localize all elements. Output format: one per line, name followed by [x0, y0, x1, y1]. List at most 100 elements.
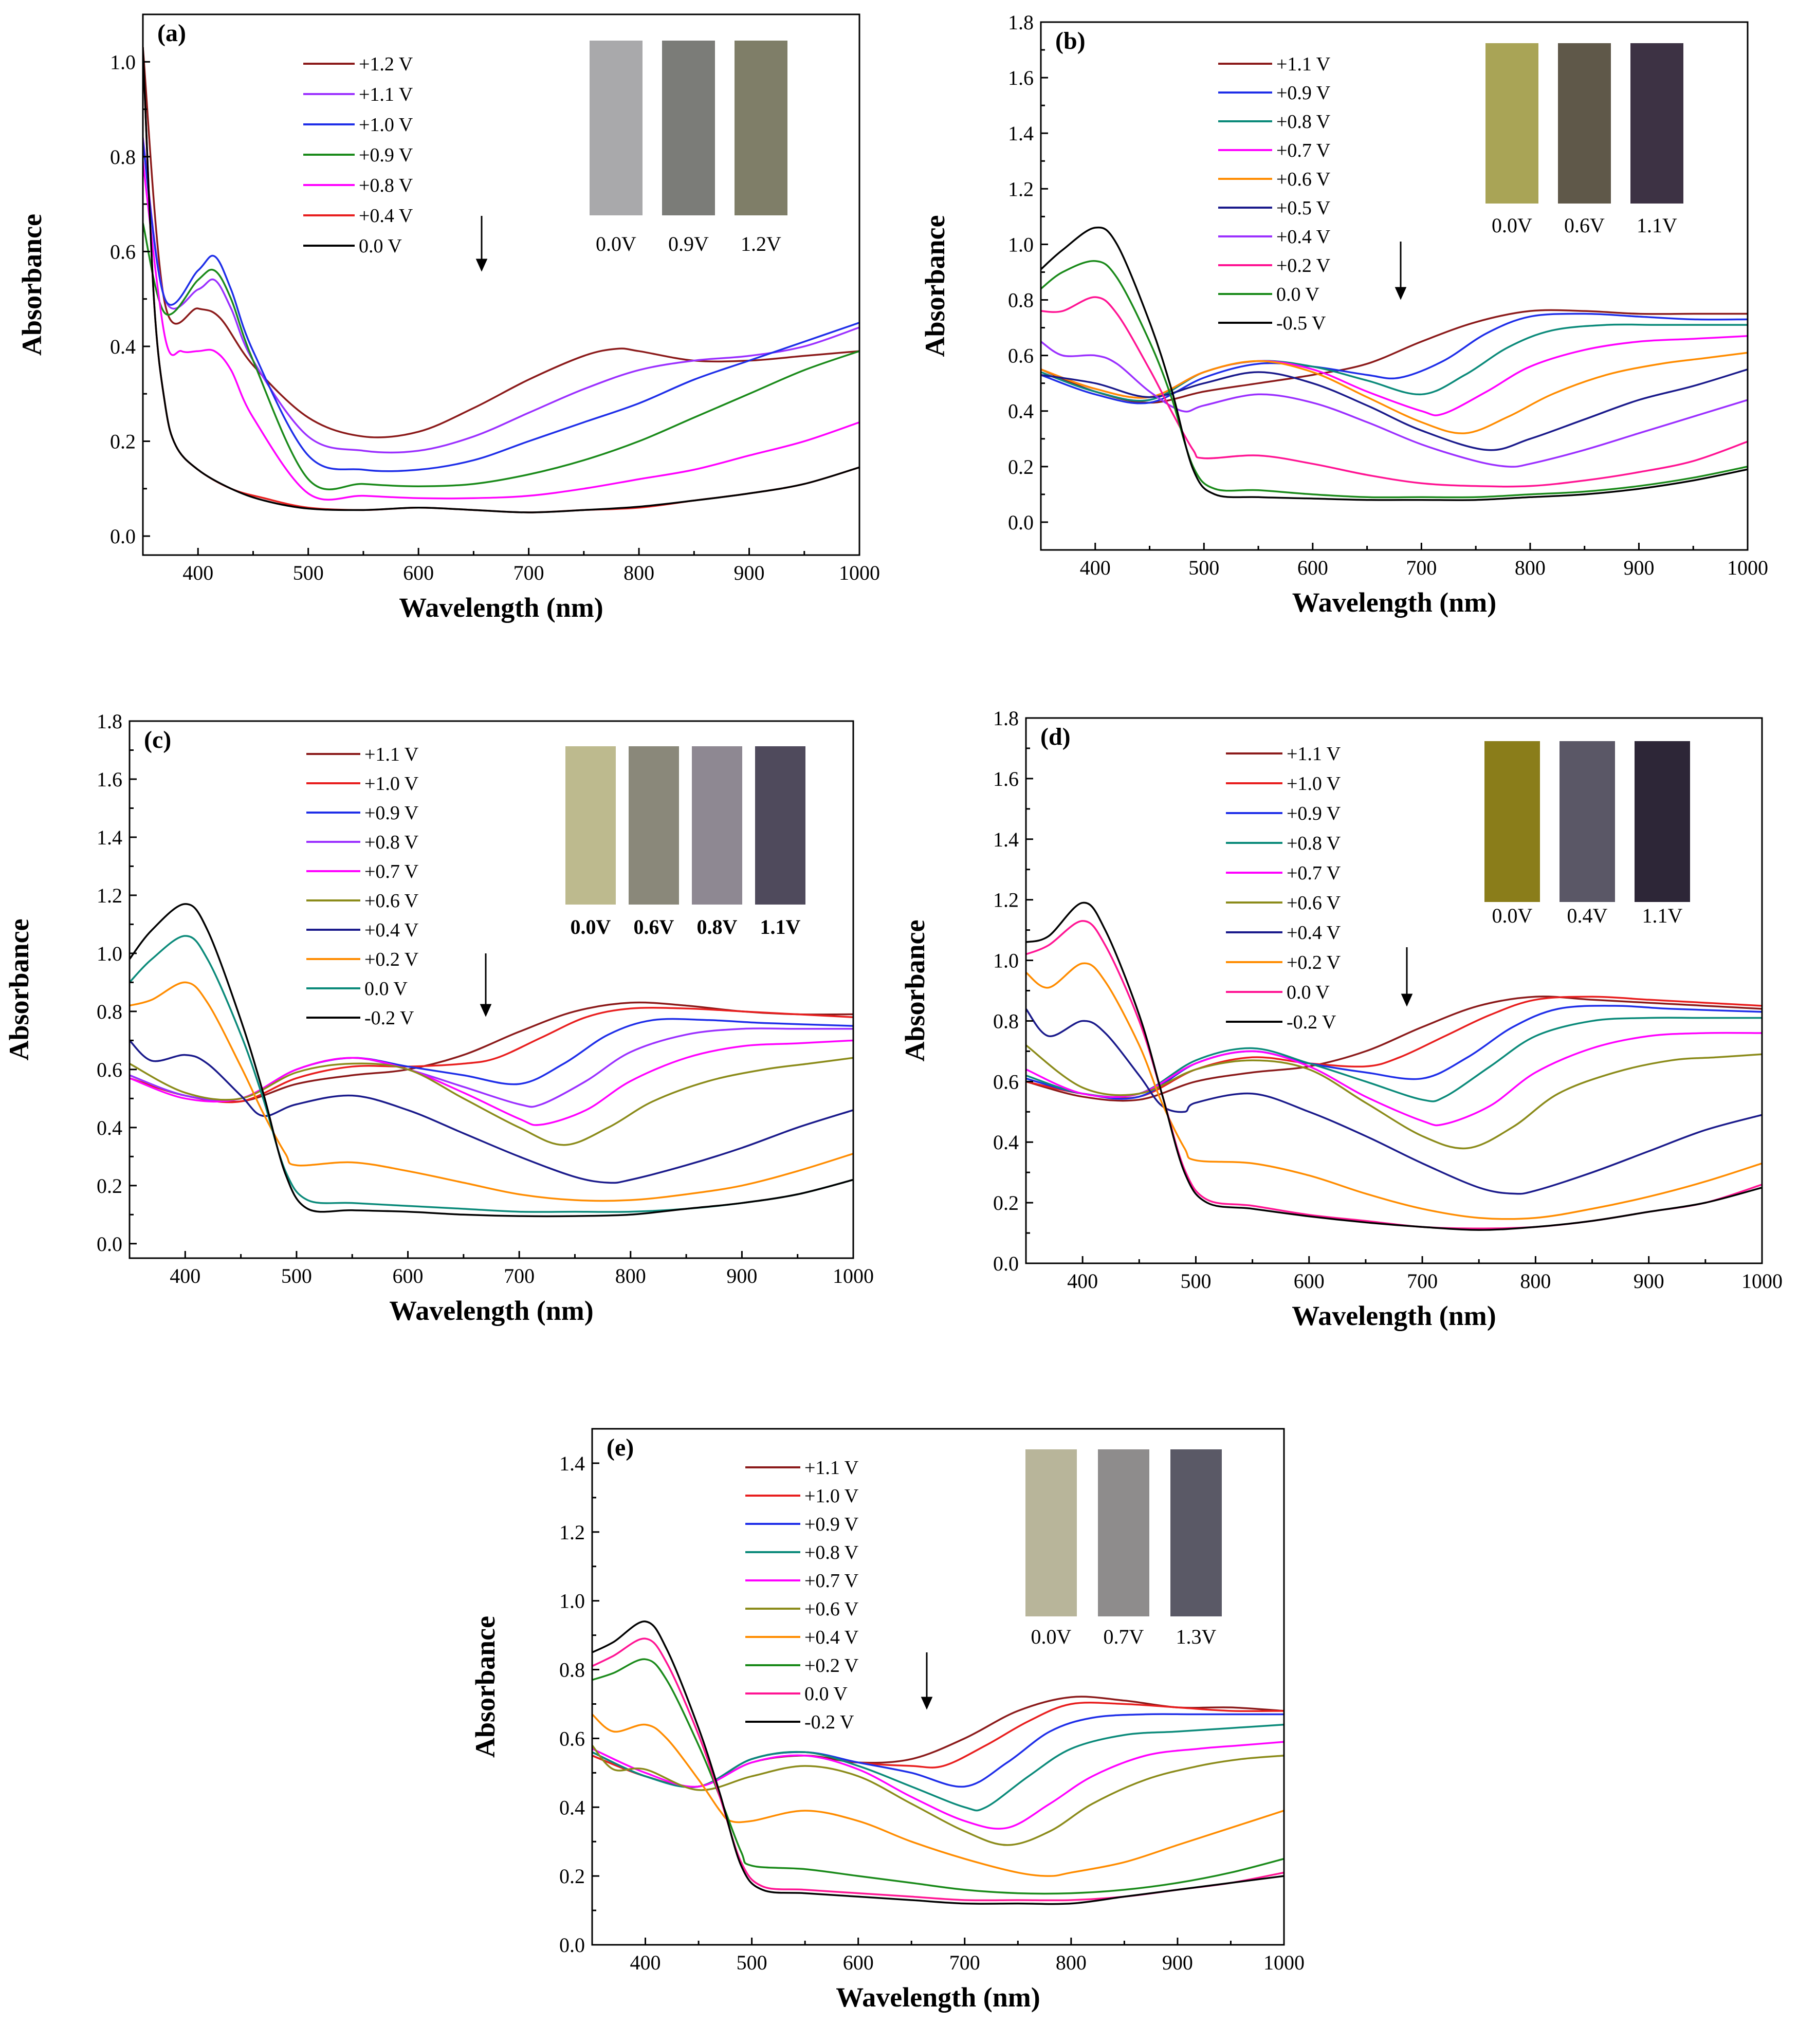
y-tick-label: 0.2: [1008, 455, 1034, 478]
y-tick-label: 1.2: [559, 1521, 585, 1544]
y-axis-title: Absorbance: [4, 918, 34, 1060]
film-swatches: 0.0V 0.9V 1.2V: [590, 41, 787, 255]
y-tick-label: 0.6: [1008, 344, 1034, 367]
legend-label-2: +1.0 V: [364, 773, 419, 795]
film-swatches: 0.0V 0.6V 1.1V: [1485, 43, 1683, 237]
down-arrow-head: [475, 259, 488, 272]
legend-label-8: +0.2 V: [804, 1655, 859, 1677]
x-axis-title: Wavelength (nm): [399, 592, 603, 623]
film-swatch-label-1: 0.0V: [1492, 904, 1533, 927]
y-tick-label: 0.6: [110, 240, 136, 263]
film-swatch-label-3: 1.1V: [1642, 904, 1683, 927]
series-line-3: [143, 141, 859, 472]
series-line-1: [1026, 996, 1762, 1102]
y-tick-label: 1.4: [993, 828, 1019, 851]
plot-frame: [142, 13, 860, 556]
series-line-7: [130, 1039, 853, 1184]
x-tick-label: 800: [615, 1264, 646, 1287]
series-line-7: [143, 46, 859, 513]
series-line-8: [1041, 296, 1748, 488]
y-tick-label: 0.0: [97, 1232, 122, 1256]
series-line-9: [1041, 260, 1748, 499]
x-tick-label: 700: [1407, 1269, 1438, 1293]
down-arrow-head: [1395, 287, 1407, 300]
series-line-7: [1041, 340, 1748, 468]
film-swatch-1: [1484, 741, 1540, 902]
x-tick-label: 900: [726, 1264, 757, 1287]
x-tick-label: 700: [949, 1951, 980, 1974]
x-tick-label: 400: [1067, 1269, 1098, 1293]
y-tick-label: 1.0: [97, 942, 122, 965]
y-tick-label: 0.4: [1008, 400, 1034, 423]
film-swatch-3: [692, 746, 742, 905]
film-swatch-1: [590, 41, 643, 215]
x-tick-label: 900: [1162, 1951, 1193, 1974]
y-tick-label: 0.8: [993, 1009, 1019, 1033]
x-axis-title: Wavelength (nm): [1292, 587, 1497, 618]
legend-label-8: +0.2 V: [1276, 255, 1331, 277]
film-swatch-label-1: 0.0V: [571, 915, 611, 938]
legend-label-1: +1.1 V: [1287, 743, 1341, 765]
legend-label-10: -0.2 V: [364, 1007, 414, 1029]
legend-label-4: +0.8 V: [1287, 833, 1341, 854]
series-line-2: [592, 1701, 1284, 1788]
legend-label-6: +0.4 V: [359, 205, 413, 227]
x-tick-label: 800: [1520, 1269, 1551, 1293]
chart-panel-4: 400 500 600 700 800 900 1000 0.0 0.2 0.4 0.6 0.8 1.0…: [900, 707, 1783, 1331]
x-tick-label: 900: [734, 561, 765, 584]
y-tick-label: 0.2: [97, 1174, 122, 1198]
panel-label: (e): [607, 1434, 634, 1461]
film-swatches: 0.0V 0.7V 1.3V: [1025, 1449, 1222, 1648]
x-tick-label: 400: [630, 1951, 661, 1974]
legend-label-5: +0.6 V: [1276, 169, 1331, 190]
legend-label-3: +0.9 V: [1287, 803, 1341, 824]
legend-label-8: +0.2 V: [1287, 952, 1341, 973]
x-tick-label: 800: [1056, 1951, 1087, 1974]
x-tick-label: 400: [170, 1264, 200, 1287]
film-swatch-label-1: 0.0V: [1492, 214, 1532, 237]
x-tick-label: 400: [1080, 556, 1111, 579]
chart-panel-1: 400 500 600 700 800 900 1000 0.0 0.2 0.4 0.6 0.8 1.0…: [16, 13, 880, 623]
film-swatch-4: [755, 746, 805, 905]
y-tick-label: 0.6: [97, 1058, 122, 1081]
legend-label-4: +0.8 V: [804, 1542, 859, 1563]
legend-label-3: +0.8 V: [1276, 111, 1331, 133]
film-swatch-3: [735, 41, 787, 215]
y-axis-title: Absorbance: [470, 1616, 501, 1758]
y-tick-label: 0.2: [110, 430, 136, 453]
series-line-1: [592, 1696, 1284, 1788]
legend-label-5: +0.7 V: [364, 861, 419, 882]
y-tick-label: 0.8: [110, 145, 136, 169]
legend-label-10: -0.2 V: [1287, 1011, 1336, 1033]
film-swatch-label-2: 0.7V: [1104, 1625, 1144, 1648]
x-tick-label: 1000: [839, 561, 880, 584]
legend-label-6: +0.6 V: [804, 1598, 859, 1620]
x-tick-label: 700: [1406, 556, 1437, 579]
x-tick-label: 1000: [1263, 1951, 1305, 1974]
film-swatch-label-1: 0.0V: [596, 232, 636, 255]
series-line-1: [1041, 309, 1748, 404]
legend-label-2: +0.9 V: [1276, 82, 1331, 104]
series-line-2: [130, 1006, 853, 1103]
down-arrow-head: [480, 1004, 492, 1017]
series-line-5: [143, 160, 859, 501]
series-group: [1041, 226, 1748, 501]
y-tick-label: 1.8: [97, 710, 122, 733]
series-line-6: [130, 1057, 853, 1146]
series-line-2: [143, 137, 859, 454]
legend: +1.1 V +1.0 V +0.9 V +0.8 V +0.7 V +0.6 V +0.4…: [745, 1457, 859, 1733]
series-line-10: [1026, 901, 1762, 1231]
series-line-1: [130, 1001, 853, 1103]
down-arrow-head: [1401, 993, 1413, 1007]
legend-label-4: +0.8 V: [364, 832, 419, 853]
series-line-4: [143, 222, 859, 490]
legend-label-2: +1.0 V: [804, 1485, 859, 1507]
y-tick-label: 0.2: [993, 1191, 1019, 1214]
legend-label-7: +0.4 V: [1276, 226, 1331, 248]
series-line-10: [130, 903, 853, 1218]
y-tick-label: 1.2: [1008, 177, 1034, 200]
film-swatch-2: [662, 41, 715, 215]
y-tick-label: 0.4: [993, 1131, 1019, 1154]
series-line-3: [1041, 323, 1748, 402]
legend-label-6: +0.5 V: [1276, 197, 1331, 219]
